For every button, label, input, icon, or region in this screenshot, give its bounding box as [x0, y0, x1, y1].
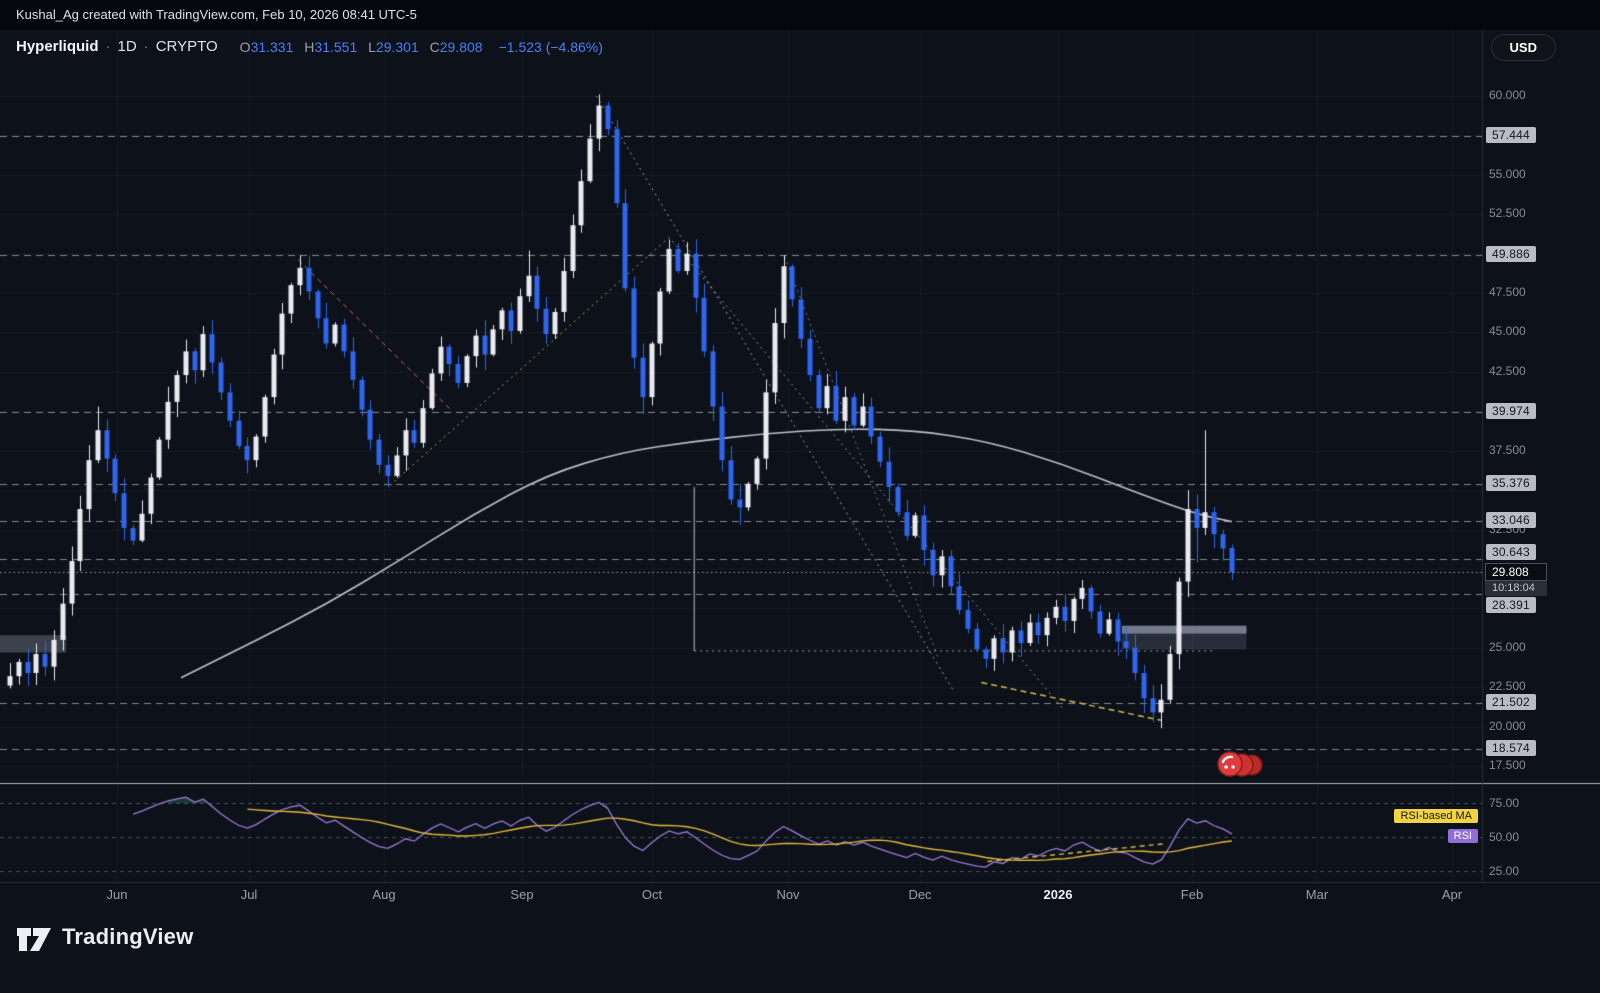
change-label: −1.523 (−4.86%) [498, 38, 603, 55]
close-label: C [429, 38, 440, 55]
emoji-face [1217, 751, 1243, 777]
separator-dot: · [143, 38, 149, 55]
high-label: H [304, 38, 315, 55]
separator-dot: · [105, 38, 111, 55]
emoji-eye [1224, 765, 1228, 769]
open-value: 31.331 [250, 38, 294, 55]
interval-label[interactable]: 1D [117, 38, 137, 55]
symbol-title[interactable]: Hyperliquid [16, 38, 99, 55]
low-label: L [368, 38, 376, 55]
emoji-face-detail [1221, 755, 1234, 764]
tradingview-logo-icon [17, 928, 51, 951]
tradingview-logo-text: TradingView [62, 924, 194, 949]
tradingview-logo[interactable]: TradingView [16, 922, 193, 952]
attribution-bar: Kushal_Ag created with TradingView.com, … [0, 0, 1600, 30]
currency-button[interactable]: USD [1490, 34, 1556, 61]
high-value: 31.551 [314, 38, 358, 55]
open-label: O [239, 38, 251, 55]
symbol-header: Hyperliquid · 1D · CRYPTO O31.331 H31.55… [16, 38, 603, 55]
emoji-eye [1231, 765, 1235, 769]
ohlc-group: O31.331 H31.551 L29.301 C29.808 [233, 39, 483, 55]
red-emoji-sticker-stack[interactable] [1216, 748, 1264, 782]
close-value: 29.808 [439, 38, 483, 55]
low-value: 29.301 [375, 38, 419, 55]
market-label: CRYPTO [155, 38, 218, 55]
